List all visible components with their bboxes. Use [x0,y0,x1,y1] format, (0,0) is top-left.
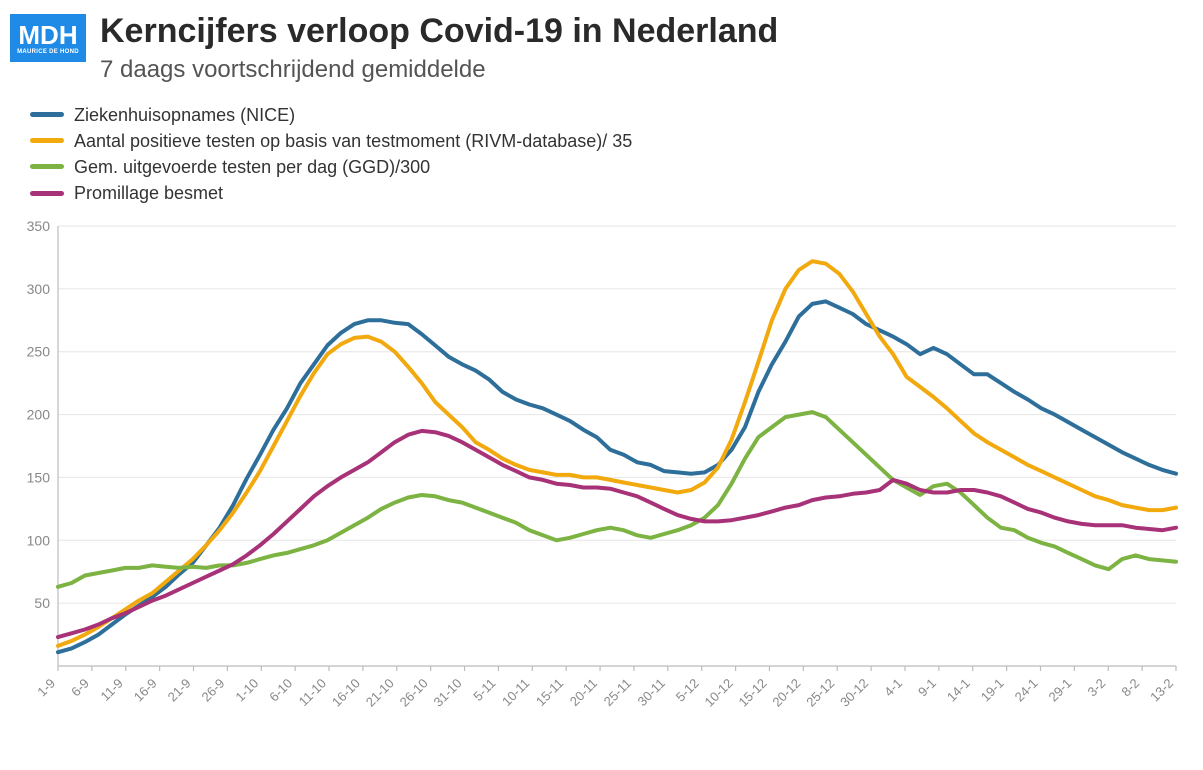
svg-text:1-9: 1-9 [34,676,58,700]
svg-text:5-11: 5-11 [470,676,498,704]
svg-text:20-11: 20-11 [567,676,600,709]
legend-item: Ziekenhuisopnames (NICE) [30,102,1193,128]
svg-text:15-12: 15-12 [735,676,769,710]
svg-text:11-10: 11-10 [296,676,329,709]
svg-text:6-9: 6-9 [68,676,92,700]
chart-area: 501001502002503003501-96-911-916-921-926… [8,216,1188,726]
legend-swatch [30,191,64,196]
brand-logo: MDH MAURICE DE HOND [10,14,86,62]
svg-text:14-1: 14-1 [944,676,973,705]
svg-text:8-2: 8-2 [1118,676,1142,700]
legend-label: Aantal positieve testen op basis van tes… [74,128,632,154]
logo-subtext: MAURICE DE HOND [17,49,79,55]
svg-text:11-9: 11-9 [98,676,126,704]
svg-text:25-11: 25-11 [601,676,634,709]
svg-text:20-12: 20-12 [769,676,803,710]
chart-legend: Ziekenhuisopnames (NICE)Aantal positieve… [0,84,1203,212]
svg-text:150: 150 [27,469,51,485]
svg-text:31-10: 31-10 [431,676,465,710]
legend-swatch [30,138,64,143]
svg-text:16-10: 16-10 [329,676,363,710]
svg-text:16-9: 16-9 [131,676,160,705]
logo-text: MDH [18,22,77,48]
chart-subtitle: 7 daags voortschrijdend gemiddelde [100,56,1193,84]
svg-text:13-2: 13-2 [1147,676,1176,705]
svg-text:100: 100 [27,532,51,548]
legend-item: Gem. uitgevoerde testen per dag (GGD)/30… [30,154,1193,180]
svg-text:30-11: 30-11 [634,676,667,709]
svg-text:26-10: 26-10 [397,676,431,710]
svg-text:300: 300 [27,281,51,297]
svg-text:21-10: 21-10 [363,676,397,710]
svg-text:15-11: 15-11 [533,676,566,709]
svg-text:29-1: 29-1 [1045,676,1074,705]
svg-text:10-11: 10-11 [499,676,532,709]
legend-label: Promillage besmet [74,180,223,206]
chart-header: MDH MAURICE DE HOND Kerncijfers verloop … [0,0,1203,84]
svg-text:9-1: 9-1 [915,676,939,700]
svg-text:30-12: 30-12 [837,676,871,710]
line-chart-svg: 501001502002503003501-96-911-916-921-926… [8,216,1188,726]
svg-text:200: 200 [27,407,51,423]
title-block: Kerncijfers verloop Covid-19 in Nederlan… [100,14,1193,84]
legend-item: Aantal positieve testen op basis van tes… [30,128,1193,154]
svg-text:19-1: 19-1 [978,676,1007,705]
svg-text:26-9: 26-9 [199,676,228,705]
chart-title: Kerncijfers verloop Covid-19 in Nederlan… [100,14,1193,50]
svg-text:21-9: 21-9 [165,676,194,705]
svg-text:5-12: 5-12 [673,676,702,705]
svg-text:25-12: 25-12 [803,676,837,710]
legend-item: Promillage besmet [30,180,1193,206]
legend-label: Gem. uitgevoerde testen per dag (GGD)/30… [74,154,430,180]
legend-label: Ziekenhuisopnames (NICE) [74,102,295,128]
svg-text:50: 50 [34,595,50,611]
svg-text:1-10: 1-10 [232,676,261,705]
svg-text:6-10: 6-10 [266,676,295,705]
svg-text:24-1: 24-1 [1012,676,1041,705]
svg-text:4-1: 4-1 [881,676,905,700]
svg-text:250: 250 [27,344,51,360]
svg-text:350: 350 [27,218,51,234]
legend-swatch [30,112,64,117]
legend-swatch [30,164,64,169]
series-promillage [58,431,1176,637]
series-ziekenhuis [58,301,1176,652]
svg-text:10-12: 10-12 [702,676,736,710]
svg-text:3-2: 3-2 [1084,676,1108,700]
